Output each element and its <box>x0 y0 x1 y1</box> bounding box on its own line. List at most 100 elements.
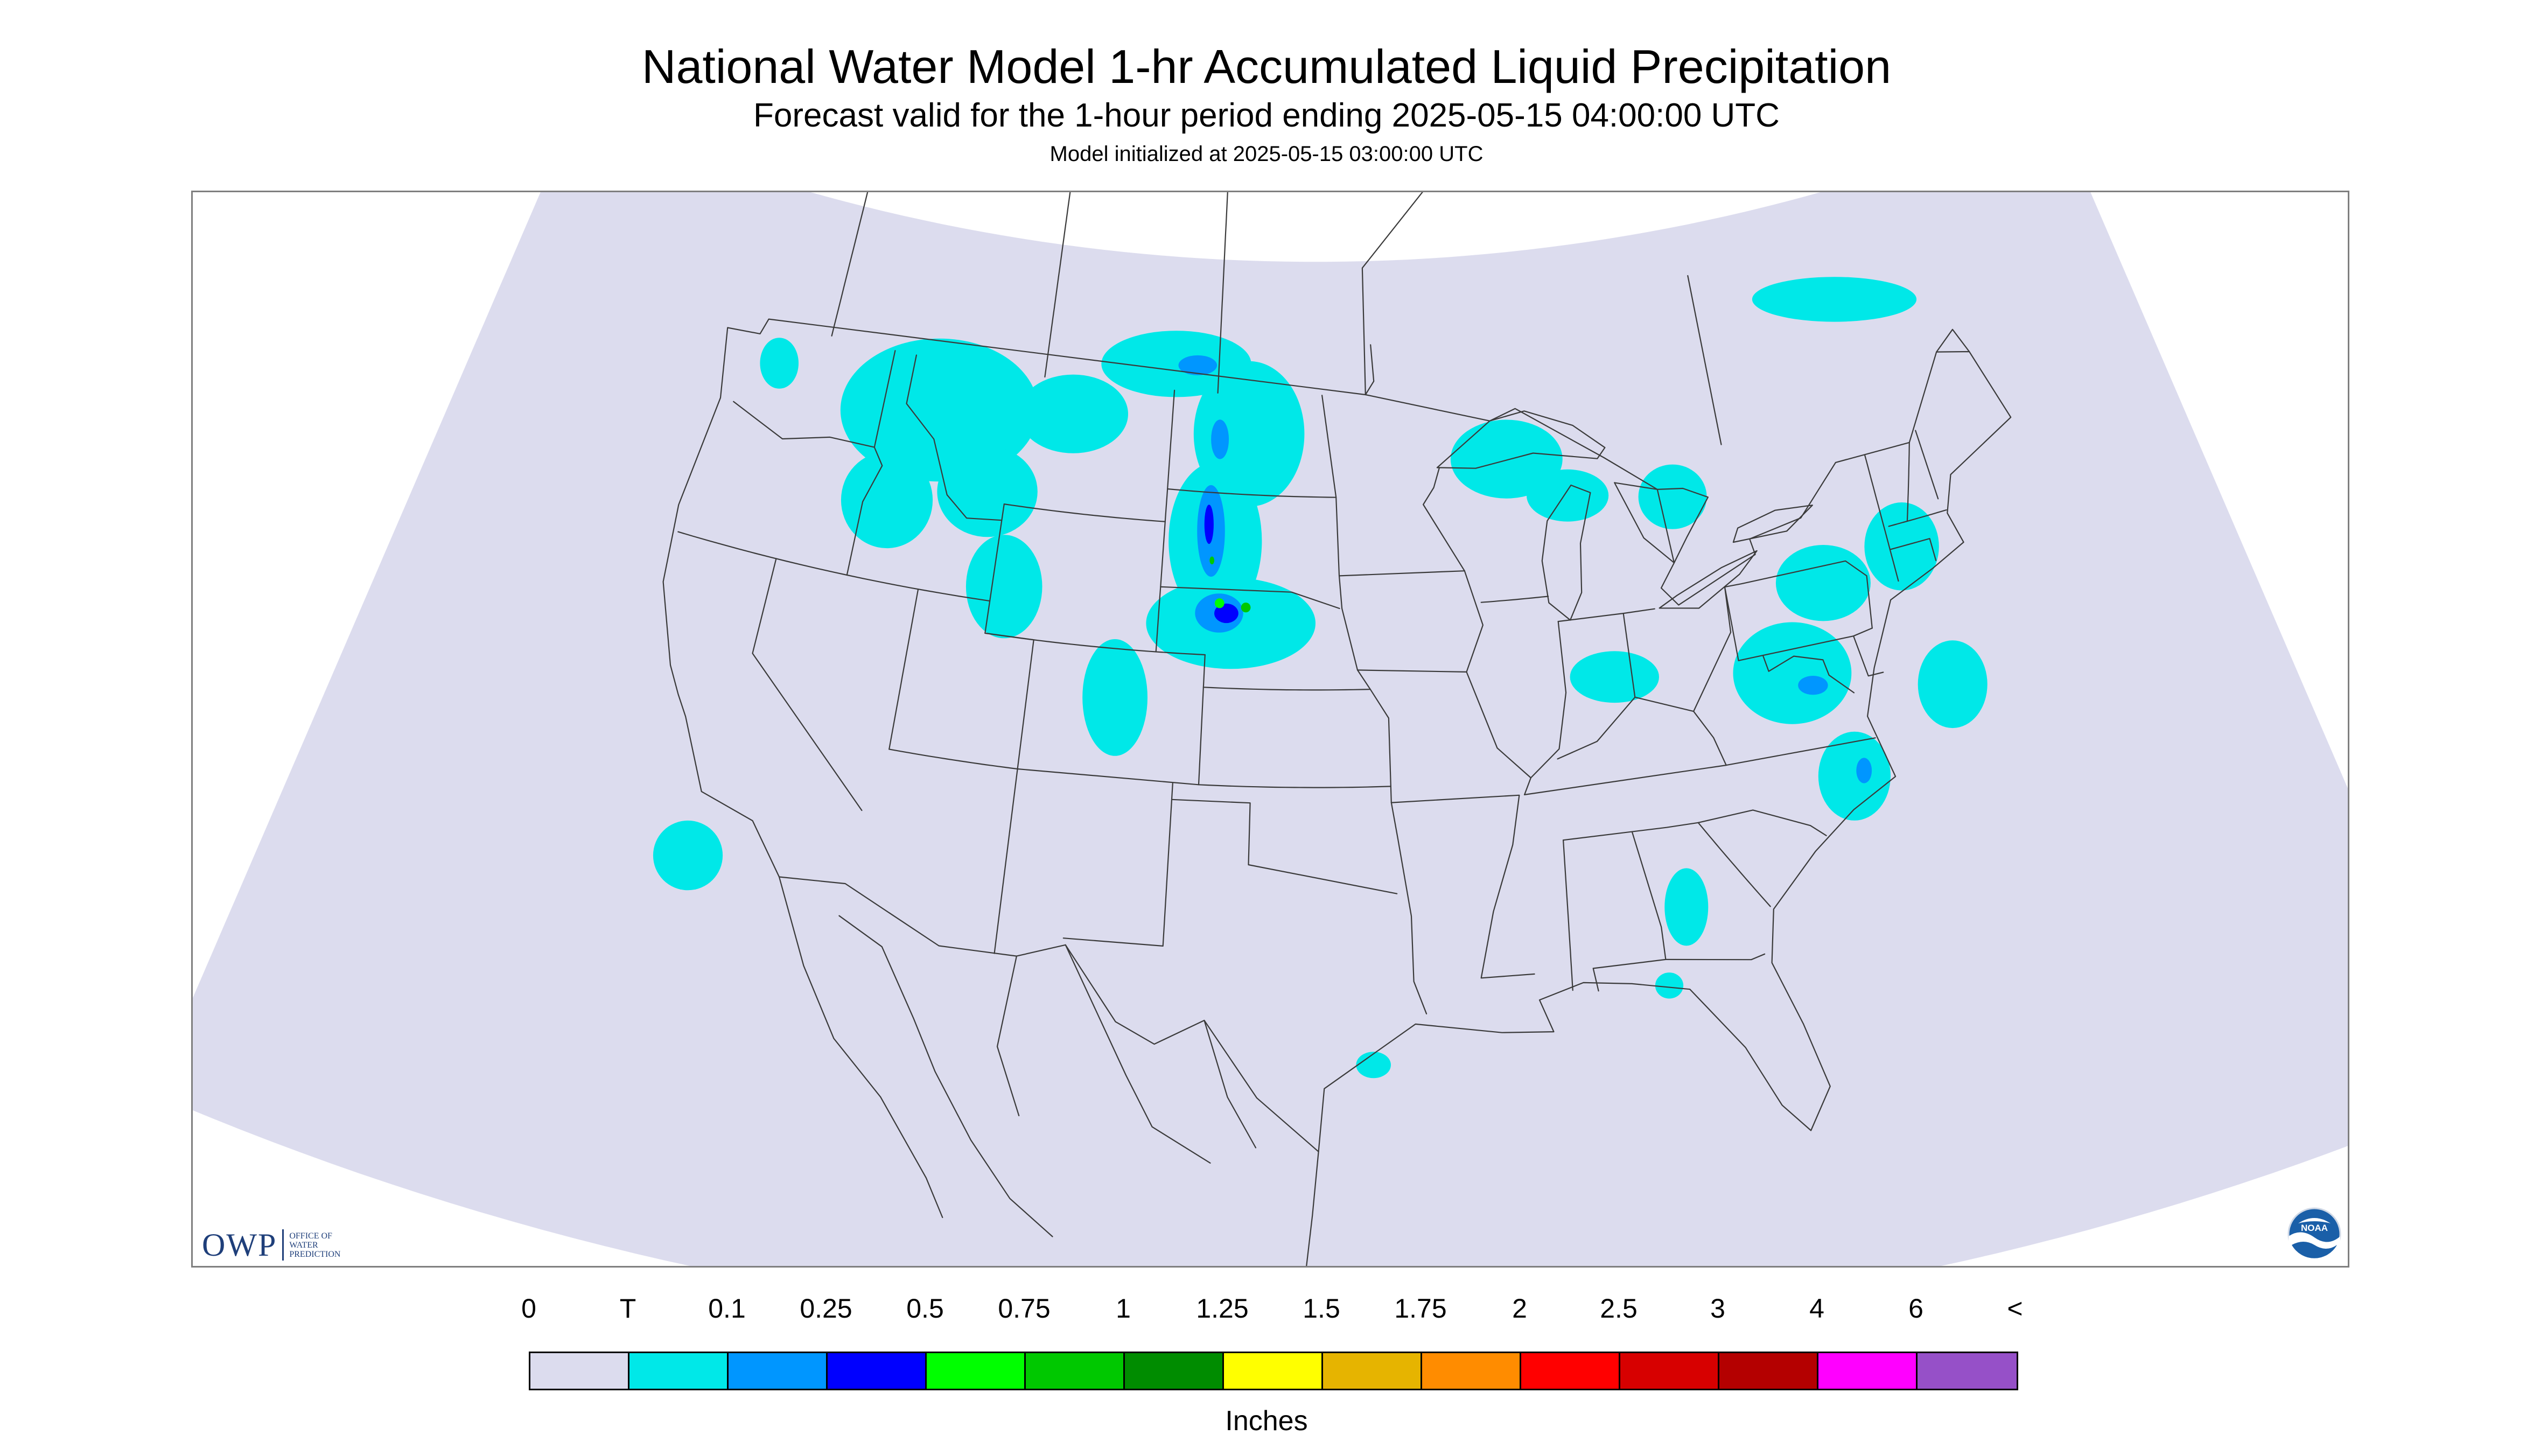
state-boundary <box>1423 467 1465 572</box>
precip-cell <box>937 446 1038 537</box>
state-boundary <box>888 748 1018 770</box>
color-legend: 0 T 0.1 0.25 0.5 0.75 1 1.25 1.5 1.75 2 2.5 3 4 6 < Inc… <box>0 1292 2533 1456</box>
state-boundary <box>1480 596 1549 603</box>
state-boundary <box>1530 621 1567 779</box>
legend-swatch <box>1719 1353 1818 1389</box>
legend-swatch <box>927 1353 1026 1389</box>
legend-tick-label: 2 <box>1512 1293 1527 1324</box>
state-boundary <box>1167 488 1337 498</box>
noaa-logo: NOAA <box>2287 1207 2341 1261</box>
lake-ontario <box>1732 505 1813 543</box>
mexico-gulf-coast <box>1306 1151 1319 1266</box>
state-boundary <box>1889 538 1937 561</box>
precip-cell <box>965 535 1042 639</box>
precip-cell <box>1570 651 1659 703</box>
state-boundary <box>752 558 863 811</box>
legend-swatch <box>1521 1353 1620 1389</box>
precip-cell <box>1356 1052 1391 1079</box>
precip-cell <box>1018 374 1128 453</box>
state-boundary <box>1062 782 1173 947</box>
state-boundary <box>1762 655 1855 694</box>
precip-cell <box>1818 731 1891 821</box>
map-subtitle: Forecast valid for the 1-hour period end… <box>753 97 1780 134</box>
precip-cell <box>1752 277 1917 322</box>
precip-cell <box>1211 419 1229 459</box>
legend-tick-label: 2.5 <box>1600 1293 1638 1324</box>
precip-cell <box>1241 603 1251 613</box>
state-boundary <box>1003 503 1166 522</box>
precip-cell <box>1856 758 1872 783</box>
baja-coast <box>778 876 943 1219</box>
precip-cell <box>1798 676 1828 695</box>
legend-swatch <box>1224 1353 1323 1389</box>
province-boundary <box>1217 192 1228 394</box>
legend-swatch <box>629 1353 729 1389</box>
state-boundary <box>1665 953 1766 961</box>
state-boundary <box>1338 575 1428 1014</box>
state-boundary <box>888 589 919 750</box>
legend-color-bar <box>529 1352 2018 1390</box>
state-boundary <box>984 632 1206 656</box>
legend-swatch <box>828 1353 927 1389</box>
precip-cell <box>1178 355 1217 375</box>
lake-michigan <box>1541 484 1591 621</box>
legend-tick-label: 6 <box>1908 1293 1923 1324</box>
province-boundary <box>1044 192 1071 378</box>
legend-tick-label: < <box>2007 1293 2023 1324</box>
legend-swatch <box>1818 1353 1918 1389</box>
precip-cell <box>1450 419 1563 499</box>
legend-tick-label: T <box>619 1293 636 1324</box>
state-boundary <box>1171 799 1398 894</box>
precip-cell <box>841 452 933 549</box>
state-boundary <box>1693 711 1727 766</box>
mexico-state-boundary <box>996 955 1020 1116</box>
map-title: National Water Model 1-hr Accumulated Li… <box>641 40 1892 93</box>
model-domain <box>193 192 2348 1266</box>
legend-tick-label: 1 <box>1116 1293 1131 1324</box>
state-boundary <box>1888 509 1947 527</box>
precipitation-map <box>193 192 2348 1266</box>
legend-tick-label: 0.75 <box>998 1293 1051 1324</box>
precip-cell <box>1214 603 1238 624</box>
legend-swatch <box>1323 1353 1422 1389</box>
legend-units: Inches <box>1225 1405 1308 1437</box>
precip-cell <box>1214 598 1224 608</box>
lake-superior <box>1436 410 1606 469</box>
state-boundary <box>1160 586 1340 610</box>
owp-words: OFFICE OF WATER PREDICTION <box>289 1231 340 1259</box>
lake-erie <box>1659 550 1758 609</box>
boundaries-layer <box>662 192 2012 1266</box>
state-boundary <box>1202 687 1371 691</box>
noaa-text: NOAA <box>2301 1223 2328 1233</box>
owp-divider <box>282 1229 284 1261</box>
precip-cell <box>1209 556 1215 565</box>
precip-cell <box>1082 639 1147 756</box>
mexico-state-boundary <box>1203 1019 1257 1149</box>
state-boundary <box>1155 389 1175 653</box>
state-boundary <box>1198 784 1391 788</box>
owp-word: OFFICE OF <box>289 1231 332 1241</box>
state-boundary <box>1557 696 1636 760</box>
state-boundary <box>1724 586 1739 661</box>
legend-tick-label: 1.25 <box>1196 1293 1249 1324</box>
precip-cell <box>1733 622 1852 724</box>
state-boundary <box>1390 794 1535 979</box>
owp-word: PREDICTION <box>289 1249 341 1259</box>
province-boundary <box>831 192 869 337</box>
legend-tick-label: 0.5 <box>906 1293 944 1324</box>
state-boundary <box>1321 395 1465 577</box>
legend-swatch <box>1026 1353 1125 1389</box>
owp-logo: OWP OFFICE OF WATER PREDICTION <box>202 1226 340 1264</box>
owp-letters: OWP <box>202 1227 277 1263</box>
map-frame: OWP OFFICE OF WATER PREDICTION NOAA <box>191 191 2349 1268</box>
state-boundary <box>1557 608 1655 622</box>
mexico-state-boundary <box>1065 944 1211 1164</box>
map-background <box>193 192 2348 1266</box>
mexico-coast <box>838 915 1053 1237</box>
precip-cell <box>1527 469 1609 522</box>
precip-cell <box>1918 640 1988 729</box>
legend-tick-label: 1.5 <box>1303 1293 1340 1324</box>
precip-cell <box>1775 545 1871 621</box>
legend-swatch <box>1918 1353 2017 1389</box>
legend-tick-label: 0 <box>521 1293 536 1324</box>
